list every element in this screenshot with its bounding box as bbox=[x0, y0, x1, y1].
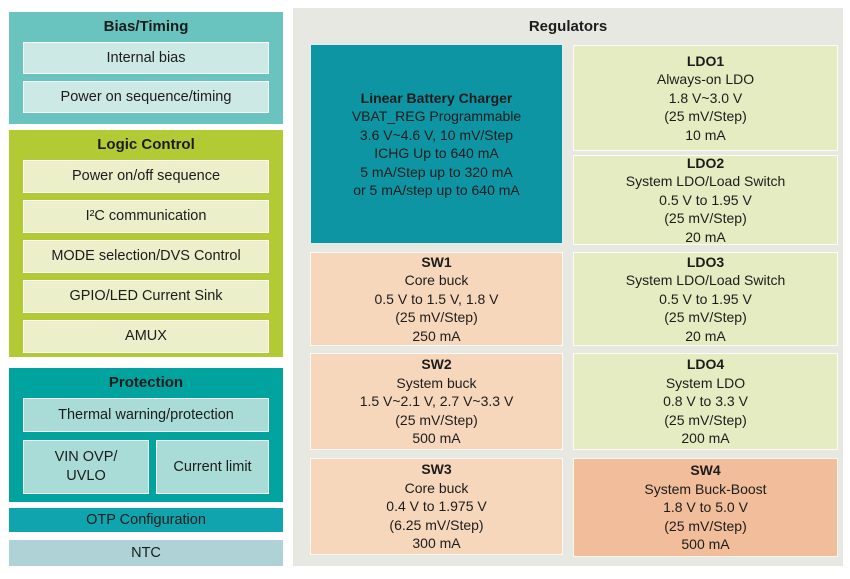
sw2-block-lines: System buck 1.5 V~2.1 V, 2.7 V~3.3 V (25 m… bbox=[360, 374, 514, 448]
sw1-line: 250 mA bbox=[412, 327, 461, 344]
vin-ovp-uvlo-line: VIN OVP/ bbox=[54, 449, 118, 465]
sw3-block-lines: Core buck 0.4 V to 1.975 V (6.25 mV/Step) 3… bbox=[386, 479, 486, 553]
bias-timing-item: Power on sequence/timing bbox=[23, 81, 269, 113]
sw1-block-lines: Core buck 0.5 V to 1.5 V, 1.8 V (25 mV/Ste… bbox=[374, 271, 498, 345]
sw1-block-title: SW1 bbox=[421, 253, 452, 270]
logic-control-item: Power on/off sequence bbox=[23, 160, 269, 193]
charger-line: VBAT_REG Programmable bbox=[351, 108, 522, 124]
ldo2-line: 20 mA bbox=[685, 228, 726, 245]
bias-timing-group: Bias/Timing Internal bias Power on sequen… bbox=[9, 12, 283, 124]
charger-block-title: Linear Battery Charger bbox=[360, 89, 513, 106]
ldo1-line: 1.8 V~3.0 V bbox=[668, 89, 743, 106]
ldo1-block-title: LDO1 bbox=[686, 52, 725, 69]
ldo3-line: 20 mA bbox=[685, 327, 726, 344]
ldo4-line: (25 mV/Step) bbox=[664, 411, 747, 428]
sw2-line: 500 mA bbox=[412, 430, 461, 447]
vin-ovp-uvlo-line: UVLO bbox=[66, 468, 106, 484]
ldo3-line: System LDO/Load Switch bbox=[625, 272, 786, 289]
logic-control-item: MODE selection/DVS Control bbox=[23, 240, 269, 273]
bias-timing-item: Internal bias bbox=[23, 42, 269, 74]
current-limit-box: Current limit bbox=[156, 440, 269, 494]
sw1-line: (25 mV/Step) bbox=[395, 309, 478, 326]
sw4-line: (25 mV/Step) bbox=[664, 517, 747, 534]
ldo2-line: System LDO/Load Switch bbox=[625, 173, 786, 190]
logic-control-title: Logic Control bbox=[97, 136, 195, 153]
protection-items: Thermal warning/protection bbox=[23, 398, 269, 432]
regulators-title: Regulators bbox=[528, 18, 608, 35]
logic-control-item: I²C communication bbox=[23, 200, 269, 233]
protection-title: Protection bbox=[108, 374, 184, 391]
ldo2-line: 0.5 V to 1.95 V bbox=[659, 191, 752, 208]
ldo4-block: LDO4 System LDO 0.8 V to 3.3 V (25 mV/Step… bbox=[573, 353, 838, 450]
bias-timing-items: Internal bias Power on sequence/timing bbox=[23, 42, 269, 113]
thermal-warning-item: Thermal warning/protection bbox=[23, 398, 269, 432]
ldo4-block-title: LDO4 bbox=[686, 356, 725, 373]
sw3-line: (6.25 mV/Step) bbox=[389, 516, 484, 533]
ldo4-line: System LDO bbox=[665, 374, 746, 391]
logic-control-item: GPIO/LED Current Sink bbox=[23, 280, 269, 313]
sw4-block-title: SW4 bbox=[690, 462, 721, 479]
sw2-block-title: SW2 bbox=[421, 356, 452, 373]
ldo4-block-lines: System LDO 0.8 V to 3.3 V (25 mV/Step) 200 … bbox=[663, 374, 748, 448]
ldo2-line: (25 mV/Step) bbox=[664, 210, 747, 227]
charger-line: 3.6 V~4.6 V, 10 mV/Step bbox=[359, 126, 514, 143]
sw4-block: SW4 System Buck-Boost 1.8 V to 5.0 V (25 m… bbox=[573, 458, 838, 557]
sw1-block: SW1 Core buck 0.5 V to 1.5 V, 1.8 V (25 mV… bbox=[310, 252, 563, 346]
sw2-line: System buck bbox=[396, 374, 477, 391]
ldo1-line: (25 mV/Step) bbox=[664, 108, 747, 125]
ldo3-block: LDO3 System LDO/Load Switch 0.5 V to 1.95… bbox=[573, 252, 838, 346]
ldo3-block-lines: System LDO/Load Switch 0.5 V to 1.95 V (25… bbox=[626, 271, 786, 345]
ldo3-block-title: LDO3 bbox=[686, 253, 725, 270]
sw3-line: 0.4 V to 1.975 V bbox=[386, 498, 487, 515]
protection-group: Protection Thermal warning/protection VI… bbox=[9, 368, 283, 502]
sw3-line: Core buck bbox=[404, 479, 469, 496]
sw1-line: Core buck bbox=[404, 272, 469, 289]
regulators-panel: Regulators Linear Battery Charger VBAT_R… bbox=[293, 8, 843, 566]
protection-sub-row: VIN OVP/UVLO Current limit bbox=[23, 440, 269, 494]
sw3-block: SW3 Core buck 0.4 V to 1.975 V (6.25 mV/St… bbox=[310, 458, 563, 555]
ldo2-block-lines: System LDO/Load Switch 0.5 V to 1.95 V (25… bbox=[626, 172, 786, 246]
sw3-block-title: SW3 bbox=[421, 461, 452, 478]
ldo4-line: 200 mA bbox=[681, 430, 730, 447]
sw2-line: (25 mV/Step) bbox=[395, 411, 478, 428]
ldo1-line: 10 mA bbox=[685, 126, 726, 143]
sw4-block-lines: System Buck-Boost 1.8 V to 5.0 V (25 mV/St… bbox=[644, 480, 766, 554]
ldo3-line: 0.5 V to 1.95 V bbox=[659, 290, 752, 307]
sw4-line: System Buck-Boost bbox=[644, 480, 767, 497]
charger-line: ICHG Up to 640 mA bbox=[374, 145, 499, 161]
ntc-bar: NTC bbox=[9, 540, 283, 566]
otp-configuration-bar: OTP Configuration bbox=[9, 508, 283, 532]
sw2-line: 1.5 V~2.1 V, 2.7 V~3.3 V bbox=[359, 393, 514, 410]
sw3-line: 300 mA bbox=[412, 535, 461, 552]
bias-timing-title: Bias/Timing bbox=[103, 18, 189, 35]
logic-control-item: AMUX bbox=[23, 320, 269, 353]
sw4-line: 500 mA bbox=[681, 536, 730, 553]
charger-line: or 5 mA/step up to 640 mA bbox=[353, 182, 520, 198]
ldo1-block-lines: Always-on LDO 1.8 V~3.0 V (25 mV/Step) 10 m… bbox=[657, 70, 754, 144]
logic-control-items: Power on/off sequence I²C communication MO… bbox=[23, 160, 269, 353]
sw1-line: 0.5 V to 1.5 V, 1.8 V bbox=[374, 290, 499, 307]
logic-control-group: Logic Control Power on/off sequence I²C c… bbox=[9, 130, 283, 357]
ldo1-line: Always-on LDO bbox=[656, 71, 755, 88]
linear-battery-charger-block: Linear Battery Charger VBAT_REG Programm… bbox=[310, 44, 563, 244]
ldo1-block: LDO1 Always-on LDO 1.8 V~3.0 V (25 mV/Step… bbox=[573, 45, 838, 151]
ldo2-block-title: LDO2 bbox=[686, 154, 725, 171]
charger-line: 5 mA/Step up to 320 mA bbox=[360, 163, 513, 180]
sw4-line: 1.8 V to 5.0 V bbox=[663, 499, 748, 516]
ldo3-line: (25 mV/Step) bbox=[664, 309, 747, 326]
ldo2-block: LDO2 System LDO/Load Switch 0.5 V to 1.95… bbox=[573, 155, 838, 245]
vin-ovp-uvlo-box: VIN OVP/UVLO bbox=[23, 440, 149, 494]
charger-block-lines: VBAT_REG Programmable 3.6 V~4.6 V, 10 mV/… bbox=[352, 107, 521, 200]
sw2-block: SW2 System buck 1.5 V~2.1 V, 2.7 V~3.3 V(… bbox=[310, 353, 563, 450]
ldo4-line: 0.8 V to 3.3 V bbox=[663, 393, 748, 410]
